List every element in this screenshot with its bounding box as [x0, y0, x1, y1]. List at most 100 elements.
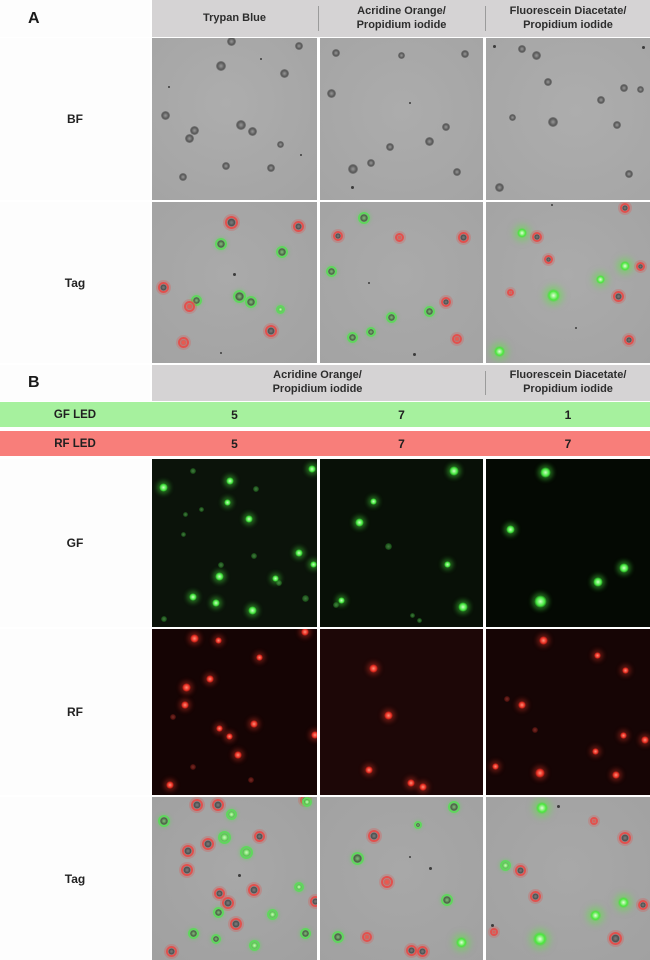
row-label-rf: RF: [0, 629, 150, 795]
cell-marker-liveg: [248, 939, 260, 951]
cell-marker-rf: [418, 782, 427, 791]
cell-marker-deadr: [490, 928, 499, 937]
cell-marker-gf: [506, 525, 516, 535]
cell-marker-live: [276, 245, 289, 258]
cell-marker-live: [299, 928, 311, 940]
cell-marker-sp: [575, 326, 578, 329]
cell-marker-bf: [277, 141, 285, 149]
cell-marker-bf: [326, 88, 336, 98]
cell-marker-rf: [407, 779, 416, 788]
cell-marker-dead: [531, 232, 542, 243]
cell-marker-gf: [618, 563, 629, 574]
cell-marker-live: [365, 327, 376, 338]
row-label-gf: GF: [0, 459, 150, 627]
cell-marker-dead: [221, 896, 234, 909]
cell-marker-rf: [364, 766, 373, 775]
image-brightfield-fda-pi: [486, 38, 650, 200]
cell-marker-sp: [233, 272, 236, 276]
cell-marker-live: [232, 290, 246, 304]
cell-marker-dead: [405, 944, 417, 956]
image-brightfield-ao-pi: [320, 38, 483, 200]
panel-b-header: Acridine Orange/ Propidium iodide Fluore…: [152, 365, 650, 401]
image-tag-b-ao-pi-led5: [152, 797, 317, 960]
cell-marker-bf: [222, 161, 231, 170]
cell-marker-deadr: [362, 932, 373, 943]
cell-marker-live: [413, 820, 422, 829]
cell-marker-bf: [508, 113, 516, 121]
cell-marker-glow: [590, 910, 602, 922]
cell-marker-dead: [214, 887, 226, 899]
cell-marker-bf: [190, 125, 200, 135]
cell-marker-rf: [383, 710, 393, 720]
gf-led-value-1: 5: [231, 407, 238, 422]
cell-marker-gfd: [190, 467, 197, 474]
header-divider: [318, 6, 319, 31]
cell-marker-dead: [182, 844, 195, 857]
image-rf-ao-pi-led5: [152, 629, 317, 795]
column-header-fda-pi: Fluorescein Diacetate/ Propidium iodide: [509, 4, 627, 31]
cell-marker-gf: [272, 574, 280, 582]
cell-marker-dead: [166, 946, 178, 958]
cell-marker-gf: [294, 549, 303, 558]
cell-marker-gfd: [160, 615, 167, 622]
cell-marker-live: [191, 294, 203, 306]
cell-marker-glow: [546, 288, 560, 302]
cell-marker-bf: [347, 164, 358, 175]
cell-marker-liveg: [500, 859, 512, 871]
cell-marker-dead: [158, 281, 170, 293]
cell-marker-gf: [337, 596, 345, 604]
cell-marker-rf: [311, 731, 317, 740]
cell-marker-dead: [332, 230, 343, 241]
cell-marker-rfd: [504, 695, 511, 702]
cell-marker-live: [245, 295, 257, 308]
cell-marker-sp: [408, 856, 411, 859]
cell-marker-live: [325, 265, 337, 277]
cell-marker-gf: [443, 561, 451, 569]
cell-marker-gf: [448, 465, 459, 476]
image-tag-fda-pi: [486, 202, 650, 363]
cell-marker-dead: [543, 255, 553, 265]
column-header-ao-pi: Acridine Orange/ Propidium iodide: [356, 4, 447, 31]
cell-marker-bf: [216, 60, 227, 71]
row-label-bf: BF: [0, 38, 150, 200]
cell-marker-rfd: [170, 713, 177, 720]
cell-marker-dead: [623, 335, 634, 346]
cell-marker-live: [211, 933, 222, 944]
image-tag-trypan: [152, 202, 317, 363]
cell-marker-glow: [596, 274, 606, 284]
cell-marker-sp: [351, 185, 355, 189]
cell-marker-gf: [189, 592, 198, 601]
cell-marker-gfd: [384, 542, 392, 550]
cell-marker-dead: [638, 899, 649, 910]
cell-marker-sp: [550, 204, 553, 207]
cell-marker-gfd: [410, 612, 416, 618]
cell-marker-rf: [190, 634, 200, 644]
cell-marker-rf: [594, 652, 602, 660]
cell-marker-bf: [424, 137, 434, 147]
gf-led-row: GF LED 5 7 1: [0, 402, 650, 427]
cell-marker-bf: [294, 42, 303, 51]
cell-marker-bf: [160, 111, 170, 121]
row-label-tag-b: Tag: [0, 797, 150, 960]
cell-marker-deadr: [184, 301, 196, 313]
cell-marker-bf: [532, 51, 542, 61]
cell-marker-dead: [635, 261, 645, 271]
cell-marker-gf: [370, 497, 378, 505]
cell-marker-gf: [533, 595, 547, 609]
cell-marker-gf: [215, 572, 225, 582]
image-gf-ao-pi-led7: [320, 459, 483, 627]
cell-marker-bf: [518, 45, 527, 54]
cell-marker-dead: [609, 932, 623, 946]
panel-a-label: A: [0, 0, 150, 37]
cell-marker-liveg: [218, 831, 232, 845]
cell-marker-gf: [159, 483, 169, 493]
cell-marker-live: [347, 331, 359, 343]
cell-marker-rf: [621, 667, 629, 674]
cell-marker-dead: [180, 864, 193, 877]
cell-marker-bf: [332, 48, 341, 57]
cell-marker-liveg: [266, 908, 278, 920]
cell-marker-rf: [181, 701, 189, 710]
header-divider: [485, 371, 486, 395]
cell-marker-rfd: [532, 727, 539, 734]
